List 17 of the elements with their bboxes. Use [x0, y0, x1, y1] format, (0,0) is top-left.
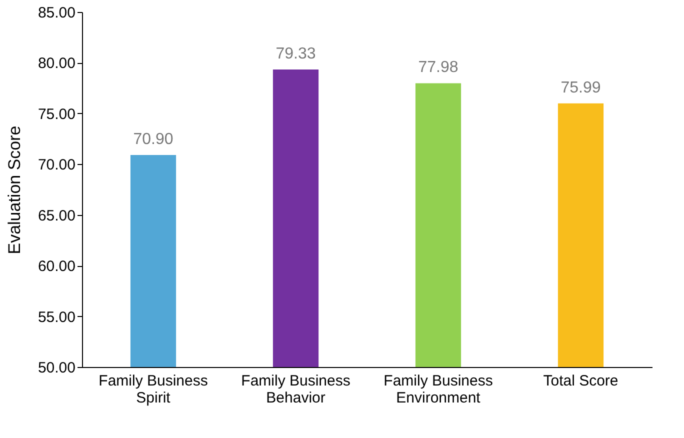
y-tick-label: 70.00	[38, 156, 76, 174]
y-tick-label: 85.00	[38, 4, 76, 22]
data-label: 70.90	[133, 131, 174, 148]
data-label: 75.99	[560, 79, 601, 96]
y-tick-label: 50.00	[38, 360, 76, 376]
data-label: 77.98	[418, 59, 458, 76]
x-tick-label: Family Business Behavior	[241, 372, 350, 406]
y-tick-label: 60.00	[38, 258, 76, 276]
y-tick-label: 75.00	[38, 106, 76, 123]
x-tick-label: Family Business Spirit	[98, 372, 208, 406]
y-tick-label: 80.00	[38, 55, 76, 72]
x-tick-label: Family Business Environment	[384, 372, 493, 406]
x-tick-label: Total Score	[543, 372, 618, 390]
y-tick-label: 65.00	[38, 207, 76, 224]
y-tick-label: 55.00	[38, 308, 76, 326]
y-axis-title: Evaluation Score	[4, 126, 24, 254]
data-label: 79.33	[276, 46, 316, 63]
